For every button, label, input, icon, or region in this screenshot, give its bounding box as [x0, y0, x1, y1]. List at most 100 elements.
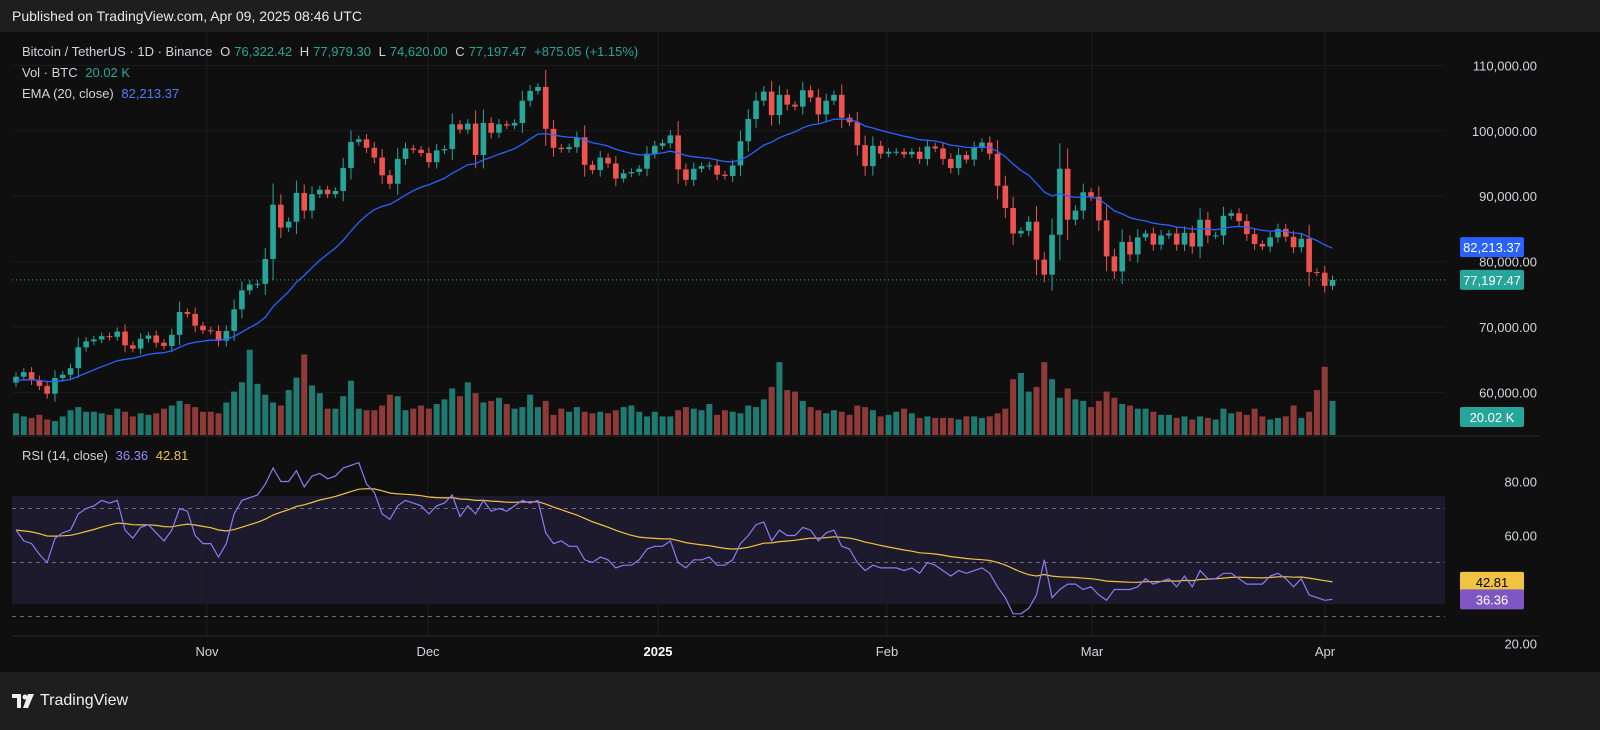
candle: [254, 283, 261, 285]
volume-bar: [1236, 411, 1243, 435]
candle: [706, 165, 713, 167]
candle: [215, 330, 222, 341]
tradingview-logo[interactable]: TradingView: [12, 692, 128, 710]
candle: [885, 151, 892, 154]
ema-value: 82,213.37: [121, 86, 180, 101]
time-tick-label: Feb: [876, 644, 898, 659]
volume-bar: [1220, 408, 1227, 435]
volume-bar: [1095, 400, 1102, 435]
candle: [714, 165, 720, 175]
volume-bar: [98, 413, 105, 435]
candle: [332, 190, 339, 195]
volume-bar: [1212, 419, 1219, 435]
candle: [1010, 207, 1016, 234]
symbol-title[interactable]: Bitcoin / TetherUS · 1D · Binance: [22, 44, 213, 59]
volume-bar: [301, 354, 308, 435]
volume-bar: [340, 396, 347, 435]
volume-bar: [215, 413, 222, 435]
volume-bar: [1173, 417, 1180, 435]
time-tick-label: Dec: [416, 644, 440, 659]
volume-bar: [254, 383, 261, 435]
volume-bar: [480, 402, 487, 435]
candle: [1111, 256, 1118, 272]
candle: [527, 90, 533, 101]
candle: [1088, 192, 1094, 197]
volume-bar: [285, 390, 292, 435]
candle: [589, 164, 596, 171]
volume-bar: [137, 413, 144, 435]
volume-bar: [1025, 391, 1032, 435]
candle: [792, 104, 798, 107]
candle: [761, 91, 767, 101]
candle: [862, 145, 868, 167]
price-tick-label: 70,000.00: [1479, 320, 1537, 335]
candle: [106, 336, 113, 338]
candle: [566, 147, 572, 150]
volume-legend[interactable]: Vol · BTC 20.02 K: [22, 65, 134, 80]
candle: [348, 141, 354, 169]
candle: [200, 325, 206, 331]
candle: [753, 100, 759, 120]
rsi-ma-line: [15, 488, 1333, 583]
footer-bar: TradingView: [0, 672, 1600, 730]
volume-bar: [1267, 419, 1274, 435]
candle: [893, 151, 900, 153]
volume-bar: [1158, 414, 1165, 435]
volume-bar: [332, 408, 339, 435]
candle: [262, 258, 269, 284]
ema-legend[interactable]: EMA (20, close) 82,213.37: [22, 86, 183, 101]
candle: [1150, 233, 1157, 245]
volume-bar: [1329, 400, 1336, 435]
volume-bar: [176, 400, 183, 435]
volume-bar: [690, 408, 697, 435]
volume-bar: [199, 411, 206, 435]
volume-bar: [161, 408, 168, 435]
candle: [901, 151, 907, 155]
volume-bar: [1080, 400, 1087, 435]
candle: [402, 148, 409, 159]
candle: [1142, 233, 1149, 238]
volume-bar: [402, 410, 409, 435]
candle: [550, 128, 557, 148]
volume-bar: [721, 410, 728, 435]
volume-bar: [753, 407, 760, 435]
candle: [176, 311, 183, 335]
volume-bar: [581, 411, 588, 435]
volume-bar: [293, 377, 300, 435]
rsi-legend[interactable]: RSI (14, close) 36.36 42.81: [22, 448, 192, 463]
candle: [1057, 168, 1063, 235]
time-tick-label: 2025: [644, 644, 673, 659]
volume-bar: [908, 413, 915, 435]
tradingview-logo-icon: [12, 694, 34, 708]
open-label: O: [220, 44, 231, 59]
candle: [457, 124, 463, 130]
high-value: 77,979.30: [313, 44, 371, 59]
volume-bar: [823, 413, 830, 435]
candle: [1018, 230, 1024, 234]
volume-bar: [44, 419, 51, 435]
candle: [169, 334, 175, 346]
candle: [246, 284, 253, 291]
candle: [387, 175, 393, 184]
candle: [394, 158, 401, 184]
candle: [722, 174, 728, 176]
volume-bar: [784, 390, 791, 435]
candle: [1228, 213, 1235, 216]
candle: [971, 147, 977, 160]
ema-label: EMA (20, close): [22, 86, 114, 101]
volume-bar: [503, 404, 510, 435]
volume-bar: [90, 411, 97, 435]
candle: [340, 168, 346, 191]
volume-bar: [51, 421, 58, 435]
candle: [293, 192, 300, 222]
volume-bar: [449, 388, 456, 435]
price-chart[interactable]: 110,000.00 100,000.00 90,000.00 80,000.00 70…: [0, 32, 1540, 672]
volume-bar: [324, 408, 331, 435]
candle: [503, 124, 510, 126]
open-value: 76,322.42: [234, 44, 293, 59]
candle: [659, 143, 666, 146]
candle: [1189, 232, 1196, 247]
rsi-ma-value: 42.81: [155, 448, 189, 463]
volume-bar: [854, 405, 861, 435]
candle: [223, 330, 230, 341]
